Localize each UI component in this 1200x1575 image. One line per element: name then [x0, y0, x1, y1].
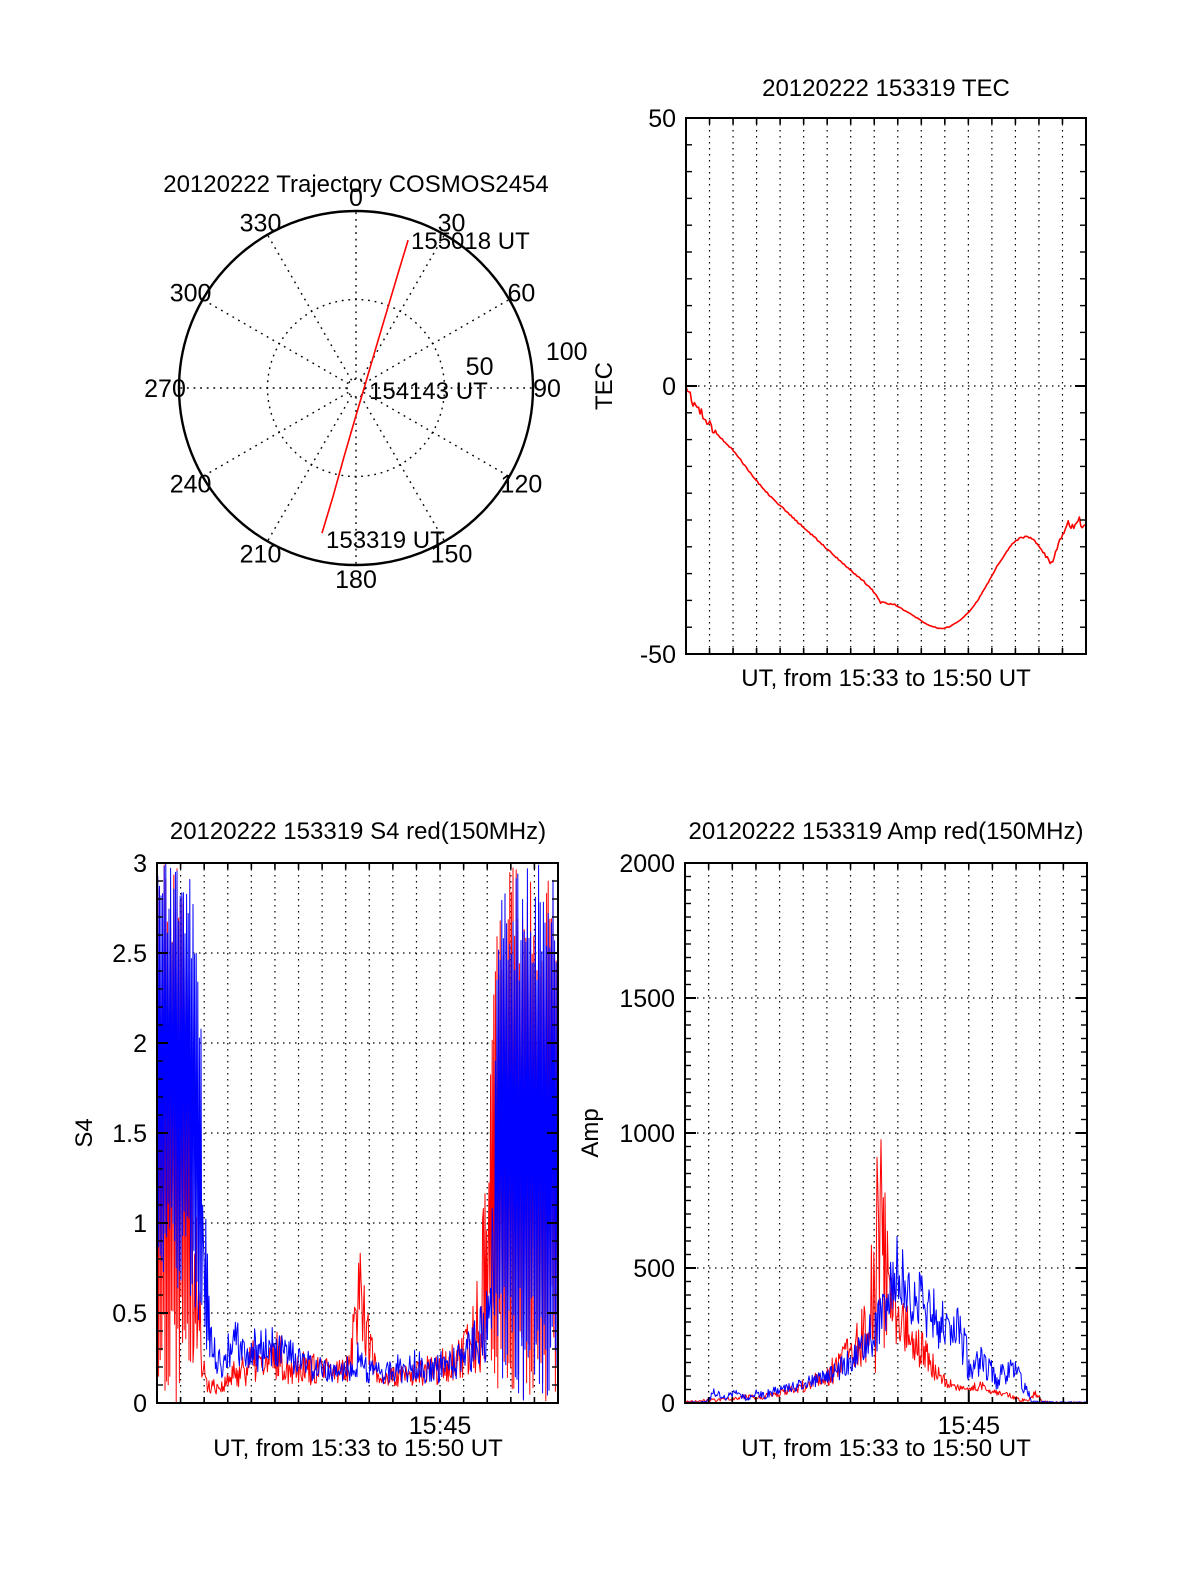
polar-angle-label: 60	[508, 280, 536, 308]
series-noise-blue	[684, 1236, 1087, 1404]
y-tick-label: 3	[133, 850, 147, 878]
x-tick-label: 15:45	[409, 1412, 472, 1440]
amp-x-axis-label: UT, from 15:33 to 15:50 UT	[741, 1435, 1031, 1462]
polar-angle-label: 90	[533, 375, 561, 403]
tec-plot: 20120222 153319 TEC TEC UT, from 15:33 t…	[591, 75, 1087, 692]
tec-x-axis-label: UT, from 15:33 to 15:50 UT	[741, 665, 1031, 692]
y-tick-label: 1.5	[112, 1120, 147, 1148]
polar-angle-label: 330	[240, 210, 282, 238]
polar-outer-circle	[177, 209, 535, 567]
y-tick-label: 2	[133, 1030, 147, 1058]
s4-x-axis-label: UT, from 15:33 to 15:50 UT	[213, 1435, 503, 1462]
y-tick-label: 1500	[619, 985, 675, 1013]
polar-plot-geometry: 0 30 60 90 120 150 180 210 240 270 300 330 50 100 1533…	[144, 184, 587, 594]
s4-y-axis-label: S4	[71, 1118, 98, 1147]
polar-spoke	[202, 298, 349, 385]
trajectory-time-label: 155018 UT	[411, 228, 530, 255]
amp-plot-title: 20120222 153319 Amp red(150MHz)	[689, 818, 1084, 845]
y-tick-label: 1	[133, 1210, 147, 1238]
trajectory-line	[321, 239, 409, 534]
polar-angle-label: 300	[170, 280, 212, 308]
y-tick-label: 0.5	[112, 1300, 147, 1328]
trajectory-time-label: 153319 UT	[326, 527, 445, 554]
s4-plot: 20120222 153319 S4 red(150MHz) S4 UT, fr…	[71, 818, 559, 1462]
series-noise-red	[684, 1139, 1087, 1404]
y-tick-label: 1000	[619, 1120, 675, 1148]
x-tick-label: 15:45	[937, 1412, 1000, 1440]
tec-plot-geometry: -50 0 50	[640, 105, 1087, 669]
polar-angle-label: 120	[501, 471, 543, 499]
amp-plot-geometry: 15:45 0 500 1000 1500 2000	[619, 850, 1088, 1440]
polar-plot-title: 20120222 Trajectory COSMOS2454	[163, 171, 549, 198]
trajectory-time-label: 154143 UT	[369, 378, 488, 405]
y-tick-label: 500	[633, 1255, 675, 1283]
y-tick-label: 0	[662, 373, 676, 401]
polar-angle-label: 180	[335, 566, 377, 594]
polar-angle-label: 270	[144, 375, 186, 403]
series-line-red	[685, 386, 1086, 630]
polar-angle-label: 150	[431, 540, 473, 568]
polar-radius-label: 50	[466, 353, 494, 381]
polar-spoke	[359, 234, 446, 381]
polar-trajectory-plot: 20120222 Trajectory COSMOS2454 0 30 60 90 12…	[144, 171, 587, 594]
polar-spoke	[363, 298, 510, 385]
amp-y-axis-label: Amp	[577, 1108, 604, 1157]
amp-plot: 20120222 153319 Amp red(150MHz) Amp UT, …	[577, 818, 1088, 1462]
y-tick-label: 50	[648, 105, 676, 133]
polar-angle-label: 240	[170, 471, 212, 499]
polar-radius-label: 100	[546, 338, 588, 366]
y-tick-label: 0	[661, 1390, 675, 1418]
s4-plot-geometry: 15:45 0 0.5 1 1.5 2 2.5 3	[112, 850, 559, 1440]
polar-spoke	[363, 391, 510, 478]
polar-angle-label: 30	[438, 210, 466, 238]
polar-spoke	[266, 395, 353, 542]
polar-spoke	[266, 234, 353, 381]
series-noise-red	[156, 864, 559, 1403]
polar-angle-label: 0	[349, 184, 363, 212]
y-tick-label: -50	[640, 641, 676, 669]
series-noise-blue	[156, 863, 559, 1401]
polar-spoke	[359, 395, 446, 542]
polar-angle-label: 210	[240, 540, 282, 568]
y-tick-label: 0	[133, 1390, 147, 1418]
polar-spoke	[202, 391, 349, 478]
s4-plot-title: 20120222 153319 S4 red(150MHz)	[170, 818, 546, 845]
polar-ring	[266, 298, 446, 478]
tec-plot-title: 20120222 153319 TEC	[762, 75, 1010, 102]
y-tick-label: 2.5	[112, 940, 147, 968]
y-tick-label: 2000	[619, 850, 675, 878]
tec-y-axis-label: TEC	[591, 362, 618, 410]
